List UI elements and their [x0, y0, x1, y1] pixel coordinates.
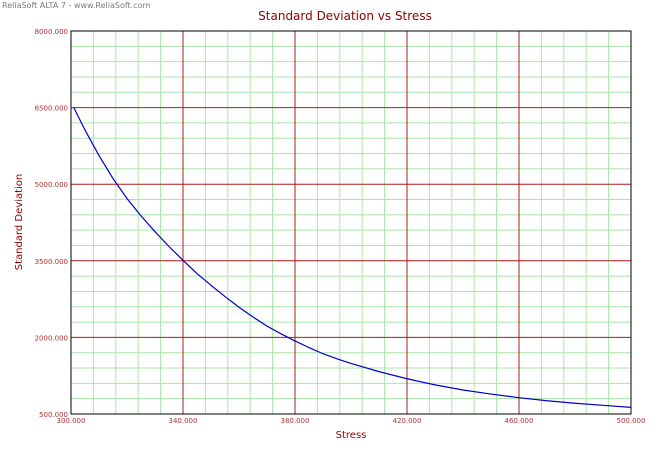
minor-grid: [71, 31, 631, 414]
y-tick-label: 2000.000: [35, 334, 68, 342]
x-tick-labels: 300.000 340.000 380.000 420.000 460.000 500.0…: [57, 417, 646, 425]
y-tick-label: 6500.000: [35, 105, 68, 113]
y-tick-label: 8000.000: [35, 28, 68, 36]
x-axis-label: Stress: [336, 430, 367, 441]
y-tick-label: 500.000: [39, 411, 68, 419]
x-tick-label: 380.000: [281, 417, 310, 425]
x-tick-label: 340.000: [169, 417, 198, 425]
y-tick-labels: 500.000 2000.000 3500.000 5000.000 6500.000 8…: [35, 28, 68, 419]
y-tick-label: 3500.000: [35, 258, 68, 266]
plot-frame: [70, 30, 632, 415]
x-tick-label: 300.000: [57, 417, 86, 425]
y-tick-label: 5000.000: [35, 181, 68, 189]
x-tick-label: 420.000: [393, 417, 422, 425]
x-tick-label: 500.000: [617, 417, 646, 425]
major-grid: [70, 30, 632, 415]
series-curve: [73, 107, 632, 408]
y-axis-label: Standard Deviation: [14, 174, 25, 271]
watermark: ReliaSoft ALTA 7 - www.ReliaSoft.com: [2, 1, 151, 10]
chart-title: Standard Deviation vs Stress: [258, 9, 432, 23]
x-tick-label: 460.000: [505, 417, 534, 425]
